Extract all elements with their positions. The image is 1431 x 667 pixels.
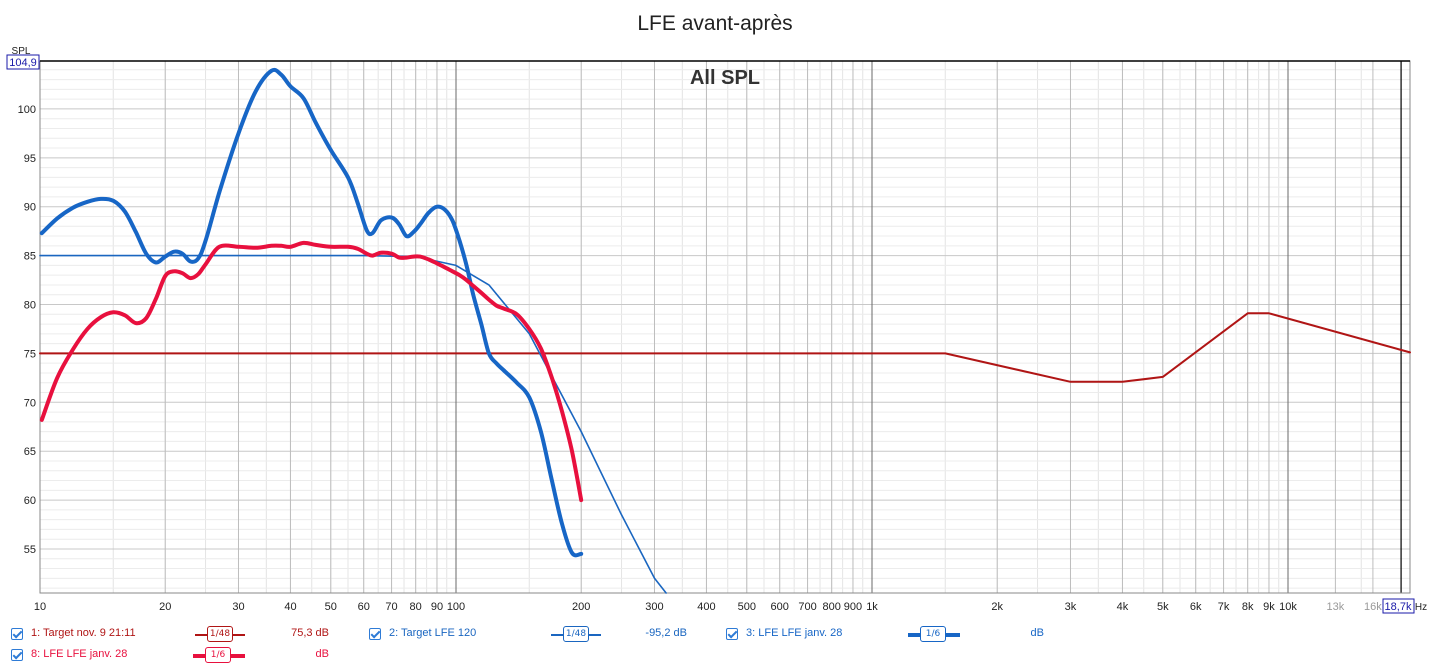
legend-label: 2: Target LFE 120 [389, 627, 477, 639]
smoothing-value: 1/6 [205, 647, 231, 663]
y-tick-label: 85 [24, 251, 36, 263]
smoothing-value: 1/48 [207, 626, 233, 642]
x-tick-label: 50 [325, 601, 337, 613]
legend-label: 8: LFE LFE janv. 28 [31, 648, 128, 660]
y-tick-label: 65 [24, 446, 36, 458]
smoothing-selector[interactable]: 1/6 [193, 647, 245, 665]
series-line-4 [39, 240, 584, 503]
x-tick-label: 1k [866, 601, 878, 613]
smoothing-value: 1/6 [920, 626, 946, 642]
y-tick-label: 70 [24, 397, 36, 409]
y-tick-label: 55 [24, 544, 36, 556]
x-tick-label: 70 [385, 601, 397, 613]
smoothing-selector[interactable]: 1/6 [908, 626, 960, 644]
x-max-value: 18,7k [1385, 601, 1412, 613]
chart-area[interactable]: LFE avant-après All SPL 55 60 65 70 75 80 85 90… [0, 0, 1431, 622]
y-tick-label: 60 [24, 495, 36, 507]
x-tick-label: 900 [844, 601, 862, 613]
plot-frame [39, 60, 1411, 594]
legend-checkbox[interactable] [11, 628, 23, 640]
x-tick-label: 300 [645, 601, 663, 613]
x-tick-label: 16k [1364, 601, 1382, 613]
x-tick-label: 10 [34, 601, 46, 613]
x-tick-label: 400 [697, 601, 715, 613]
x-tick-label: 600 [771, 601, 789, 613]
x-tick-label: 700 [798, 601, 816, 613]
series-line-1 [39, 312, 1411, 383]
y-max-box[interactable]: 104,9 [6, 54, 40, 70]
x-tick-label: 2k [991, 601, 1003, 613]
x-tick-label: 8k [1242, 601, 1254, 613]
y-max-value: 104,9 [9, 57, 37, 69]
legend-label: 3: LFE LFE janv. 28 [746, 627, 843, 639]
x-tick-label: 100 [447, 601, 465, 613]
x-tick-label: 40 [284, 601, 296, 613]
smoothing-value: 1/48 [563, 626, 589, 642]
legend-value: dB [315, 648, 329, 660]
y-tick-label: 100 [18, 104, 36, 116]
y-tick-label: 95 [24, 153, 36, 165]
smoothing-selector[interactable]: 1/48 [195, 626, 245, 644]
legend-item-2[interactable]: 2: Target LFE 120 1/48 -95,2 dB [369, 626, 699, 646]
x-tick-label: 5k [1157, 601, 1169, 613]
y-tick-label: 80 [24, 300, 36, 312]
x-tick-label: 20 [159, 601, 171, 613]
chart-subtitle: All SPL [690, 67, 760, 89]
x-axis-unit: Hz [1415, 602, 1427, 613]
x-max-box[interactable]: 18,7k [1382, 598, 1415, 614]
x-tick-label: 800 [823, 601, 841, 613]
legend-item-1[interactable]: 1: Target nov. 9 21:11 1/48 75,3 dB [11, 626, 341, 646]
legend-row-2: 8: LFE LFE janv. 28 1/6 dB [0, 647, 1431, 667]
legend-item-3[interactable]: 3: LFE LFE janv. 28 1/6 dB [726, 626, 1056, 646]
x-tick-label: 60 [358, 601, 370, 613]
smoothing-selector[interactable]: 1/48 [551, 626, 601, 644]
x-tick-label: 9k [1263, 601, 1275, 613]
legend-checkbox[interactable] [369, 628, 381, 640]
series-line-3 [39, 67, 584, 558]
legend-value: 75,3 dB [291, 627, 329, 639]
x-tick-label: 200 [572, 601, 590, 613]
legend-row-1: 1: Target nov. 9 21:11 1/48 75,3 dB 2: T… [0, 626, 1431, 646]
x-tick-label: 3k [1065, 601, 1077, 613]
x-tick-label: 13k [1327, 601, 1345, 613]
x-tick-label: 500 [738, 601, 756, 613]
x-tick-label: 6k [1190, 601, 1202, 613]
y-tick-label: 90 [24, 202, 36, 214]
legend-checkbox[interactable] [11, 649, 23, 661]
legend-checkbox[interactable] [726, 628, 738, 640]
x-tick-label: 10k [1279, 601, 1297, 613]
series-line-2 [39, 254, 667, 594]
chart-title: LFE avant-après [637, 12, 792, 35]
y-axis-label: SPL [12, 46, 31, 57]
x-tick-label: 30 [232, 601, 244, 613]
x-tick-label: 7k [1218, 601, 1230, 613]
x-tick-label: 90 [431, 601, 443, 613]
legend-value: dB [1030, 627, 1044, 639]
y-tick-label: 75 [24, 348, 36, 360]
x-tick-label: 4k [1117, 601, 1129, 613]
legend-item-4[interactable]: 8: LFE LFE janv. 28 1/6 dB [11, 647, 341, 667]
legend-value: -95,2 dB [645, 627, 687, 639]
legend-label: 1: Target nov. 9 21:11 [31, 627, 136, 639]
x-tick-label: 80 [410, 601, 422, 613]
